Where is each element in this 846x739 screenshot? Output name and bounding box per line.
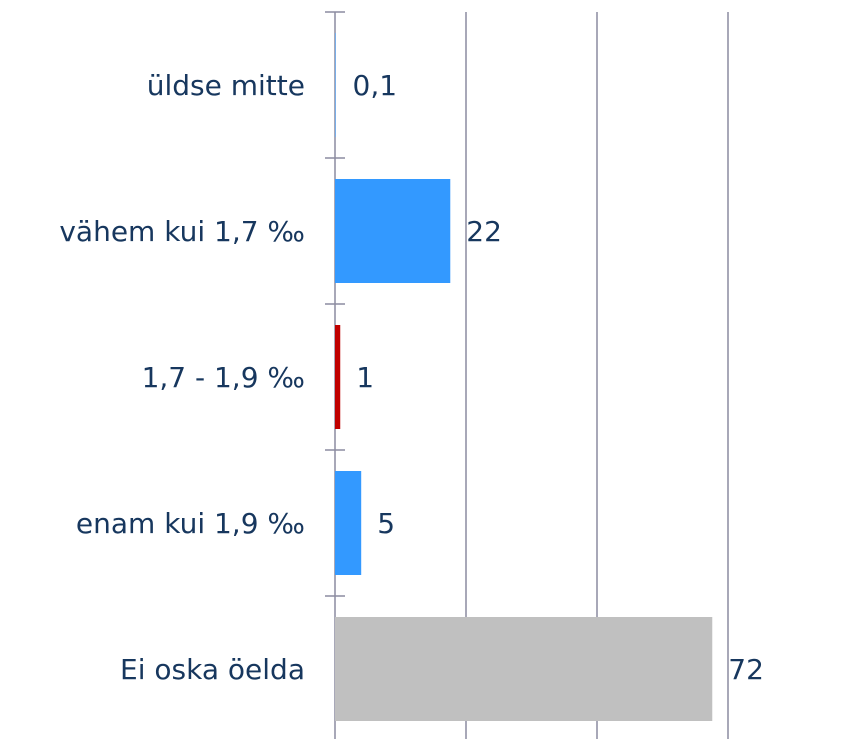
value-label: 22	[466, 215, 502, 248]
y-tick-label: Ei oska öelda	[120, 653, 305, 686]
y-tick-label: 1,7 - 1,9 ‰	[142, 361, 305, 394]
value-label: 72	[728, 653, 764, 686]
y-tick-label: enam kui 1,9 ‰	[76, 507, 305, 540]
bar	[335, 179, 451, 283]
y-tick-label: üldse mitte	[147, 69, 305, 102]
bar	[335, 325, 341, 429]
value-label: 5	[377, 507, 395, 540]
value-label: 0,1	[353, 69, 398, 102]
value-label: 1	[356, 361, 374, 394]
bar	[335, 617, 713, 721]
bar	[335, 33, 336, 137]
y-tick-label: vähem kui 1,7 ‰	[59, 215, 305, 248]
bar	[335, 471, 362, 575]
